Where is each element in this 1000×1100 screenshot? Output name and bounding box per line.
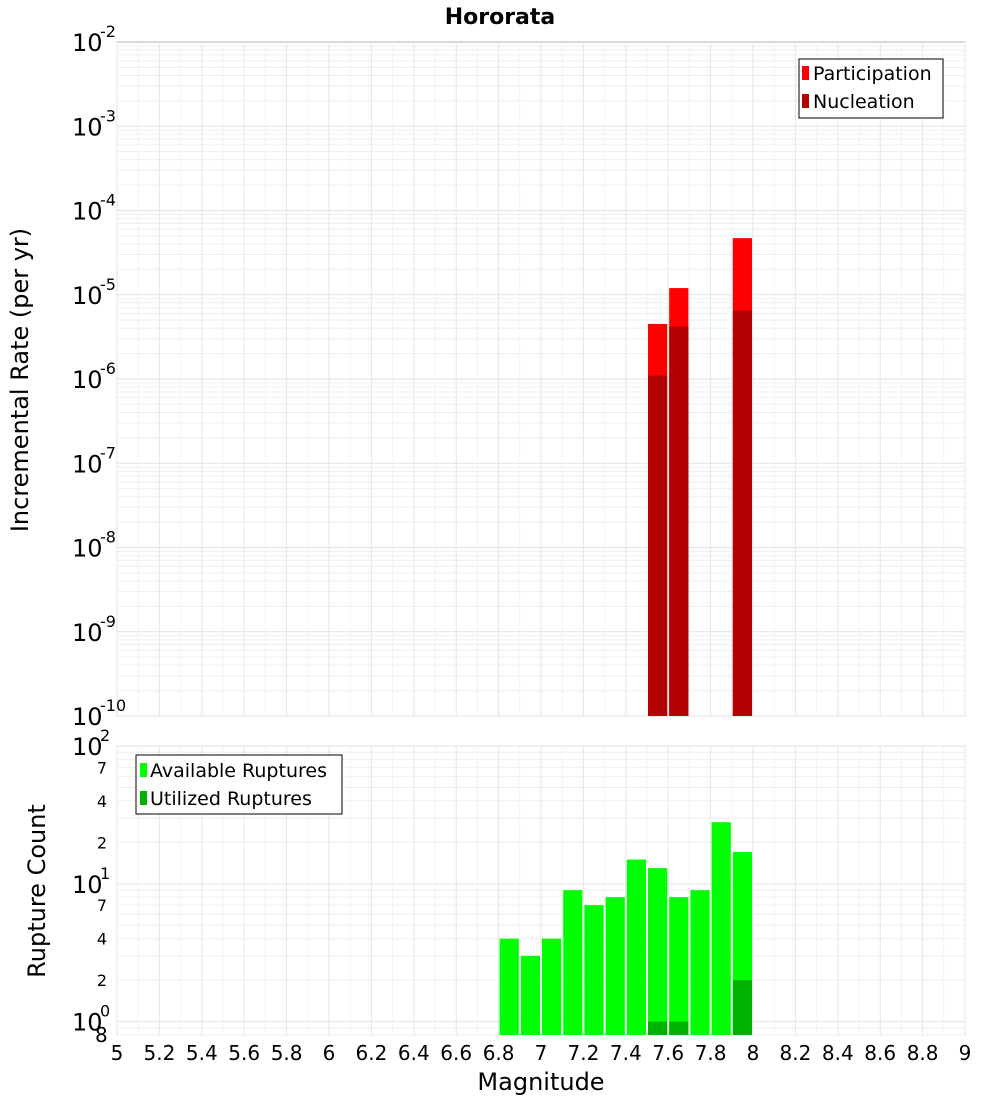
x-tick-label: 7 <box>535 1041 548 1065</box>
bottom-y-axis-label: Rupture Count <box>23 804 51 978</box>
top-y-axis-label: Incremental Rate (per yr) <box>6 228 34 532</box>
x-tick-label: 6 <box>323 1041 336 1065</box>
x-tick-label: 5.6 <box>228 1041 260 1065</box>
y-tick-label: 10 <box>72 198 103 226</box>
y-tick-exponent: 1 <box>100 864 110 883</box>
top-grid <box>116 42 966 717</box>
y-tick-label: 10 <box>72 29 103 57</box>
y-tick-label: 10 <box>72 535 103 563</box>
y-tick-label: 10 <box>72 1009 103 1037</box>
x-tick-label: 7.2 <box>567 1041 599 1065</box>
x-tick-label: 6.2 <box>355 1041 387 1065</box>
x-tick-label: 8.8 <box>907 1041 939 1065</box>
bottom-legend: Available Ruptures Utilized Ruptures <box>135 754 343 815</box>
bar-available-ruptures <box>520 955 540 1035</box>
y-tick-label: 8 <box>95 1023 108 1047</box>
x-tick-label: 7.4 <box>610 1041 642 1065</box>
bar-utilized-ruptures <box>732 980 752 1035</box>
y-tick-exponent: -8 <box>100 528 116 547</box>
x-tick-labels: 5 5.2 5.4 5.6 5.8 6 6.2 6.4 6.6 6.8 7 7.2 7.4 7.6 7.8 8… <box>111 1041 972 1065</box>
x-tick-label: 5 <box>111 1041 124 1065</box>
y-tick-label: 4 <box>97 792 107 811</box>
x-tick-label: 6.4 <box>398 1041 430 1065</box>
bottom-grid <box>116 745 966 1036</box>
y-tick-label: 2 <box>97 833 107 852</box>
bar-available-ruptures <box>499 938 519 1035</box>
y-tick-exponent: -3 <box>100 106 116 125</box>
y-tick-exponent: -2 <box>100 22 116 41</box>
y-tick-label: 10 <box>72 733 103 761</box>
y-tick-exponent: -7 <box>100 443 116 462</box>
x-tick-label: 9 <box>959 1041 972 1065</box>
x-tick-label: 6.8 <box>483 1041 515 1065</box>
bottom-bars <box>499 822 752 1035</box>
bar-available-ruptures <box>563 890 583 1035</box>
y-tick-label: 10 <box>72 619 103 647</box>
top-legend-box <box>798 58 944 119</box>
y-tick-label: 10 <box>72 871 103 899</box>
y-tick-exponent: 0 <box>100 1002 110 1021</box>
legend-label-participation: Participation <box>813 63 932 85</box>
bar-available-ruptures <box>669 897 689 1035</box>
top-bars <box>648 238 752 716</box>
bar-available-ruptures <box>626 859 646 1035</box>
y-tick-exponent: 2 <box>100 726 110 745</box>
top-legend: Participation Nucleation <box>798 58 944 119</box>
y-tick-label: 10 <box>72 703 103 731</box>
legend-label-utilized: Utilized Ruptures <box>150 788 312 810</box>
y-tick-label: 10 <box>72 450 103 478</box>
legend-label-nucleation: Nucleation <box>813 91 915 113</box>
bar-available-ruptures <box>605 897 625 1035</box>
legend-label-available: Available Ruptures <box>150 760 327 782</box>
x-tick-label: 7.6 <box>652 1041 684 1065</box>
y-tick-exponent: -9 <box>100 612 116 631</box>
x-tick-label: 8 <box>747 1041 760 1065</box>
bar-available-ruptures <box>542 938 562 1035</box>
bar-available-ruptures <box>648 868 668 1035</box>
x-tick-label: 8.6 <box>864 1041 896 1065</box>
legend-swatch-nucleation <box>802 94 809 108</box>
y-tick-exponent: -6 <box>100 359 116 378</box>
y-tick-label: 4 <box>97 930 107 949</box>
y-tick-label: 2 <box>97 971 107 990</box>
bottom-legend-box <box>135 754 343 815</box>
y-tick-label: 7 <box>97 896 107 915</box>
x-axis-label: Magnitude <box>477 1068 604 1096</box>
y-tick-exponent: -4 <box>100 191 116 210</box>
bar-available-ruptures <box>690 890 710 1035</box>
y-tick-label: 10 <box>72 366 103 394</box>
x-tick-label: 5.4 <box>186 1041 218 1065</box>
x-tick-label: 5.2 <box>143 1041 175 1065</box>
y-tick-exponent: -5 <box>100 275 116 294</box>
y-tick-exponent: -10 <box>100 696 126 715</box>
bar-available-ruptures <box>711 822 731 1035</box>
y-tick-label: 7 <box>97 758 107 777</box>
x-tick-label: 8.2 <box>779 1041 811 1065</box>
chart-title: Hororata <box>445 5 556 30</box>
legend-swatch-utilized <box>140 791 147 805</box>
bar-utilized-ruptures <box>669 1021 689 1035</box>
x-tick-label: 8.4 <box>822 1041 854 1065</box>
legend-swatch-participation <box>802 66 809 80</box>
y-tick-label: 10 <box>72 113 103 141</box>
x-tick-label: 6.6 <box>440 1041 472 1065</box>
y-tick-label: 10 <box>72 282 103 310</box>
x-tick-label: 7.8 <box>695 1041 727 1065</box>
bar-nucleation <box>669 326 689 716</box>
bar-utilized-ruptures <box>648 1021 668 1035</box>
bar-nucleation <box>648 375 668 716</box>
x-tick-label: 5.8 <box>271 1041 303 1065</box>
bar-available-ruptures <box>584 905 604 1035</box>
bar-nucleation <box>732 310 752 716</box>
legend-swatch-available <box>140 763 147 777</box>
